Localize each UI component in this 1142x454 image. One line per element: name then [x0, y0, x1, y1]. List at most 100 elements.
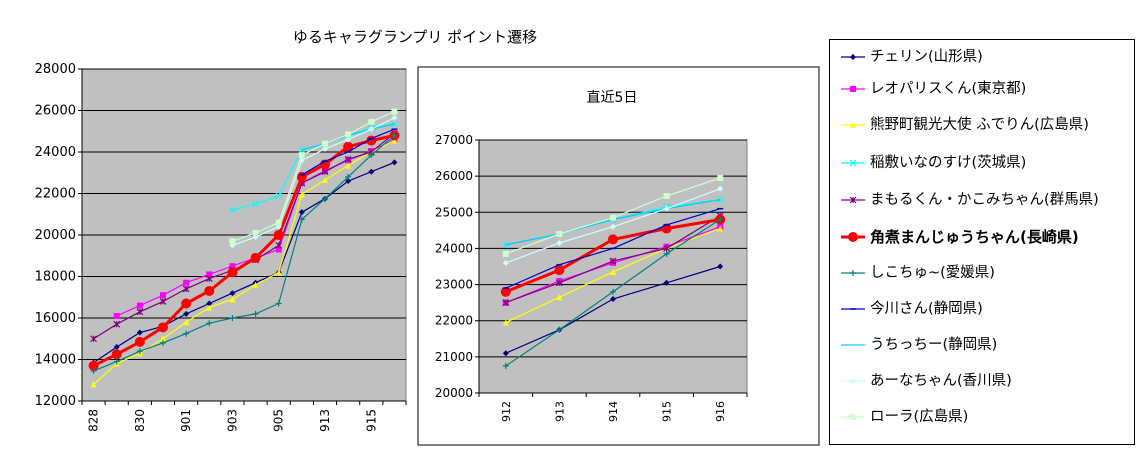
data-point	[848, 232, 858, 242]
data-point	[610, 223, 616, 230]
series-line	[93, 161, 395, 364]
data-point	[90, 335, 97, 343]
data-point	[183, 330, 190, 337]
data-point	[345, 136, 352, 143]
series-0	[502, 263, 724, 357]
data-point	[181, 298, 192, 309]
data-point	[229, 238, 236, 245]
legend-item: チェリン(山形県)	[840, 48, 1130, 82]
data-point	[206, 271, 213, 278]
data-point	[556, 240, 563, 247]
data-point	[610, 288, 616, 295]
data-point	[159, 297, 167, 305]
series-9	[229, 114, 398, 249]
data-point	[113, 312, 120, 319]
data-point	[113, 320, 121, 328]
legend-item: うちっちー(静岡県)	[840, 336, 1130, 370]
data-point	[206, 320, 213, 327]
data-point	[663, 250, 670, 257]
data-point	[111, 349, 122, 360]
x-tick-label: 915	[364, 409, 378, 432]
y-tick-label: 16000	[35, 311, 76, 326]
data-point	[182, 285, 190, 293]
data-point	[275, 192, 283, 199]
data-point	[502, 362, 509, 369]
data-point	[343, 141, 354, 152]
y-tick-label: 26000	[435, 169, 473, 183]
x-tick-label: 830	[133, 409, 147, 432]
data-point	[229, 206, 236, 214]
data-point	[850, 270, 856, 276]
data-point	[322, 145, 328, 152]
data-point	[717, 185, 724, 192]
data-point	[391, 120, 398, 128]
legend-label: チェリン(山形県)	[870, 49, 983, 65]
y-tick-label: 14000	[35, 353, 76, 368]
data-point	[136, 348, 143, 355]
series-7	[502, 207, 724, 289]
legend-swatch	[841, 270, 865, 276]
data-point	[556, 294, 563, 301]
data-point	[252, 200, 259, 208]
data-point	[298, 146, 306, 154]
data-point	[345, 162, 352, 169]
data-point	[206, 304, 213, 311]
x-tick-label: 901	[179, 409, 193, 432]
series-line	[232, 110, 395, 242]
data-point	[160, 335, 166, 342]
data-point	[663, 193, 670, 200]
legend-item: 角煮まんじゅうちゃん(長崎県)	[840, 228, 1130, 262]
legend-item: しこちゅ~(愛媛県)	[840, 264, 1130, 298]
y-tick-label: 24000	[435, 241, 473, 255]
data-point	[113, 344, 120, 351]
data-point	[229, 296, 236, 303]
data-point	[183, 319, 190, 326]
legend-label: ローラ(広島県)	[870, 409, 969, 425]
plot-area	[478, 139, 748, 394]
x-tick-label: 916	[714, 401, 727, 422]
legend-label: うちっちー(静岡県)	[870, 337, 998, 353]
x-tick-label: 905	[272, 409, 286, 432]
data-point	[321, 168, 329, 176]
legend-swatch	[841, 196, 865, 204]
legend-item: 今川さん(静岡県)	[840, 300, 1130, 334]
data-point	[556, 326, 563, 333]
data-point	[250, 252, 261, 263]
data-point	[90, 381, 97, 388]
x-tick-label: 913	[318, 409, 332, 432]
x-tick-label: 828	[87, 409, 101, 432]
legend: チェリン(山形県) レオパリスくん(東京都) 熊野町観光大使 ふでりん(広島県) 稲敷…	[829, 39, 1135, 445]
legend-item: まもるくん・かこみちゃん(群馬県)	[840, 191, 1130, 225]
data-point	[608, 234, 618, 245]
data-point	[229, 290, 236, 297]
legend-swatch	[841, 122, 865, 128]
legend-label: レオパリスくん(東京都)	[870, 81, 1027, 97]
data-point	[850, 414, 856, 420]
data-point	[136, 329, 143, 336]
data-point	[663, 279, 670, 286]
data-point	[368, 118, 375, 125]
data-point	[322, 195, 328, 202]
data-point	[88, 360, 99, 371]
data-point	[502, 250, 509, 257]
data-point	[160, 292, 166, 299]
data-point	[850, 122, 856, 128]
legend-swatch	[841, 414, 865, 420]
legend-item: レオパリスくん(東京都)	[840, 80, 1130, 114]
data-point	[205, 275, 213, 282]
y-tick-label: 20000	[35, 228, 76, 243]
data-point	[556, 230, 563, 237]
inset-title: 直近5日	[587, 89, 638, 106]
y-tick-label: 21000	[435, 350, 473, 364]
data-point	[502, 350, 509, 357]
data-point	[204, 286, 215, 297]
legend-label: 角煮まんじゅうちゃん(長崎県)	[870, 228, 1079, 246]
series-10	[229, 108, 398, 245]
y-tick-label: 28000	[35, 62, 76, 77]
data-point	[298, 191, 305, 198]
data-point	[275, 241, 283, 249]
legend-swatch	[841, 54, 865, 60]
data-point	[717, 225, 724, 232]
data-point	[275, 219, 282, 226]
